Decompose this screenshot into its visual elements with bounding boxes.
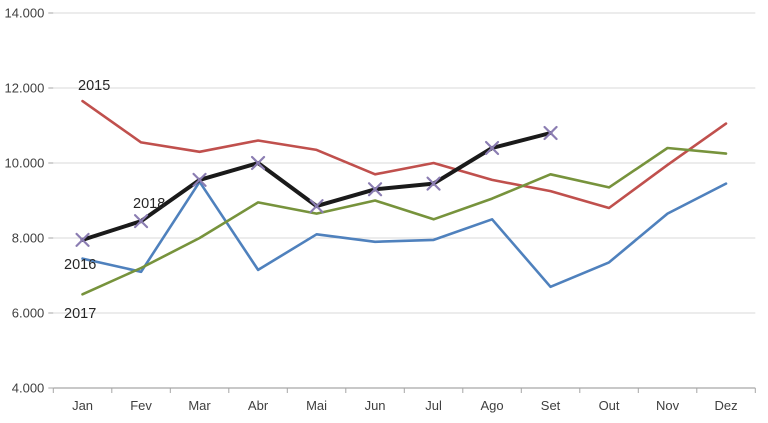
series-markers-2018: [75, 125, 558, 247]
x-tick-label: Jul: [425, 398, 442, 413]
y-tick-label: 8.000: [12, 231, 45, 246]
y-tick-label: 4.000: [12, 381, 45, 396]
x-marker: [367, 182, 383, 197]
x-marker: [484, 140, 500, 156]
y-tick-label: 10.000: [5, 156, 45, 171]
x-marker: [75, 232, 90, 247]
x-marker: [543, 125, 558, 141]
series-2018: [75, 125, 558, 247]
y-tick-label: 12.000: [5, 81, 45, 96]
series-label-2017: 2017: [64, 306, 96, 322]
series-2015: [81, 99, 728, 210]
y-tick-label: 14.000: [5, 6, 45, 21]
x-marker: [192, 172, 207, 187]
x-marker: [133, 214, 149, 229]
series-2017: [81, 146, 728, 296]
x-marker: [250, 155, 266, 171]
series-labels: 2015 2018 2016 2017: [64, 78, 165, 322]
x-marker: [309, 199, 324, 214]
x-tick-label: Mai: [306, 398, 327, 413]
series-label-2015: 2015: [78, 78, 110, 94]
x-axis: Jan Fev Mar Abr Mai Jun Jul Ago Set Out Nov Dez: [52, 388, 756, 413]
x-tick-label: Jun: [365, 398, 386, 413]
x-tick-label: Out: [599, 398, 620, 413]
x-tick-label: Ago: [480, 398, 503, 413]
x-tick-label: Abr: [248, 398, 269, 413]
x-tick-label: Mar: [188, 398, 211, 413]
y-tick-label: 6.000: [12, 306, 45, 321]
y-axis-labels: 4.000 6.000 8.000 10.000 12.000 14.000: [5, 6, 45, 396]
series-line-2017: [81, 146, 728, 296]
x-tick-label: Fev: [130, 398, 152, 413]
x-tick-label: Dez: [714, 398, 737, 413]
series-label-2018: 2018: [133, 196, 165, 212]
series-line-2015: [81, 99, 728, 210]
series-line-2016: [81, 180, 728, 289]
series-2016: [81, 180, 728, 289]
series-label-2016: 2016: [64, 257, 96, 273]
x-tick-label: Jan: [72, 398, 93, 413]
x-marker: [426, 176, 441, 191]
x-tick-label: Set: [541, 398, 561, 413]
x-tick-label: Nov: [656, 398, 680, 413]
